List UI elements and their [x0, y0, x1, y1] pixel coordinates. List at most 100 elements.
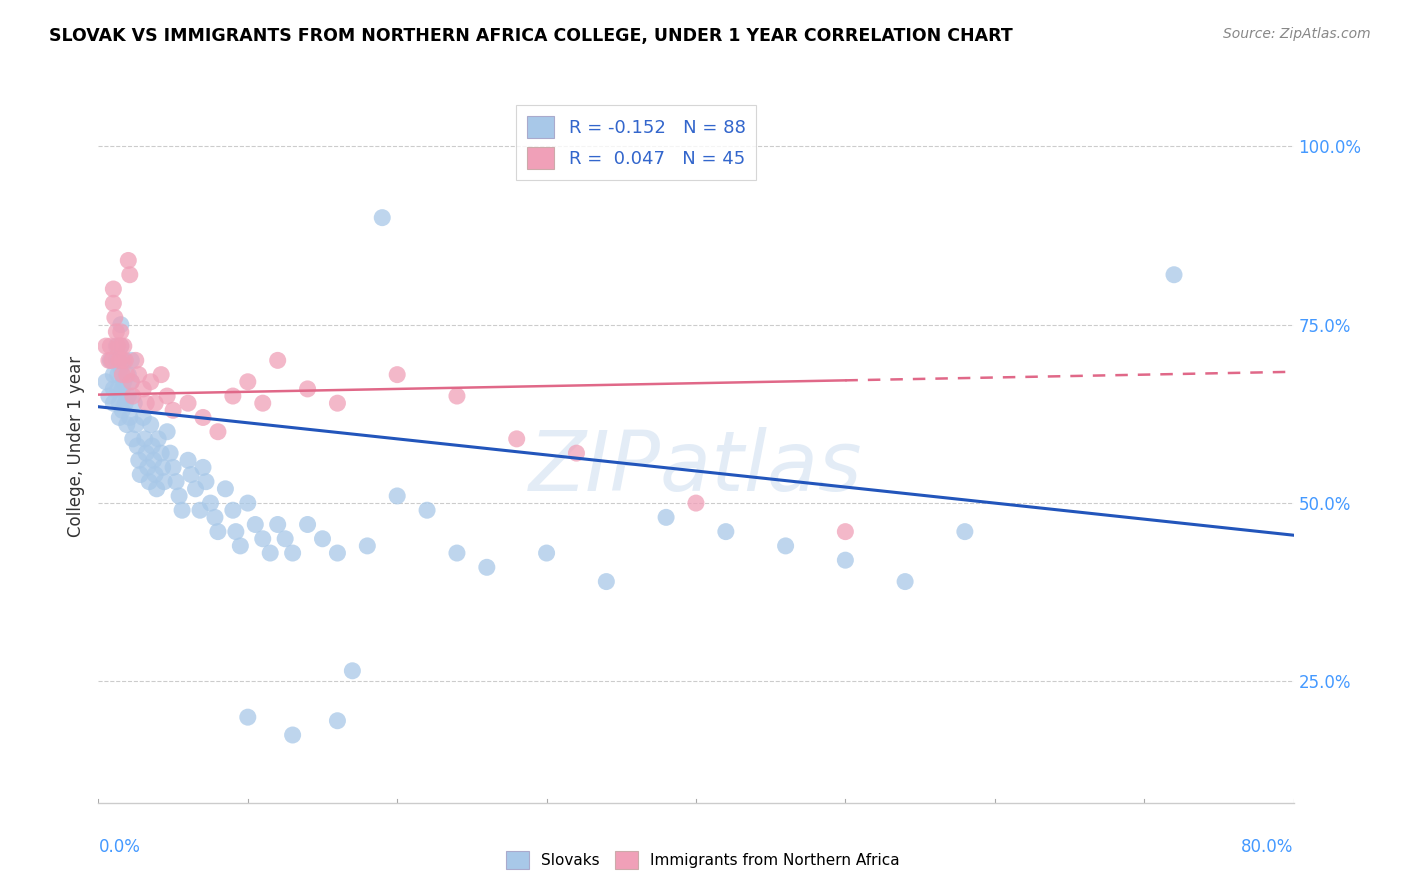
Point — [775, 539, 797, 553]
Point — [128, 368, 150, 382]
Point — [103, 382, 125, 396]
Point — [135, 396, 157, 410]
Point — [834, 524, 856, 539]
Point — [714, 524, 737, 539]
Point — [167, 489, 190, 503]
Point — [214, 482, 236, 496]
Point — [103, 296, 125, 310]
Point — [114, 396, 136, 410]
Point — [191, 410, 214, 425]
Point — [655, 510, 678, 524]
Point — [108, 353, 131, 368]
Point — [252, 396, 274, 410]
Point — [475, 560, 498, 574]
Point — [207, 425, 229, 439]
Point — [150, 368, 173, 382]
Point — [141, 439, 163, 453]
Point — [142, 453, 165, 467]
Point — [953, 524, 976, 539]
Point — [180, 467, 202, 482]
Point — [834, 553, 856, 567]
Legend: Slovaks, Immigrants from Northern Africa: Slovaks, Immigrants from Northern Africa — [501, 845, 905, 875]
Point — [565, 446, 588, 460]
Point — [98, 353, 122, 368]
Point — [107, 382, 129, 396]
Point — [110, 360, 132, 375]
Text: SLOVAK VS IMMIGRANTS FROM NORTHERN AFRICA COLLEGE, UNDER 1 YEAR CORRELATION CHAR: SLOVAK VS IMMIGRANTS FROM NORTHERN AFRIC… — [49, 27, 1012, 45]
Point — [143, 396, 166, 410]
Point — [156, 389, 179, 403]
Point — [326, 714, 349, 728]
Point — [103, 396, 125, 410]
Point — [121, 389, 143, 403]
Point — [108, 410, 131, 425]
Point — [1163, 268, 1185, 282]
Point — [371, 211, 394, 225]
Point — [159, 446, 181, 460]
Point — [98, 339, 122, 353]
Point — [595, 574, 617, 589]
Point — [446, 546, 468, 560]
Point — [101, 353, 124, 368]
Point — [124, 396, 146, 410]
Point — [385, 489, 409, 503]
Point — [222, 503, 245, 517]
Point — [120, 375, 142, 389]
Point — [104, 310, 127, 325]
Point — [267, 353, 290, 368]
Point — [162, 403, 184, 417]
Point — [111, 353, 134, 368]
Point — [125, 353, 148, 368]
Point — [110, 339, 132, 353]
Point — [236, 375, 259, 389]
Point — [225, 524, 247, 539]
Point — [117, 389, 139, 403]
Point — [685, 496, 707, 510]
Point — [177, 396, 200, 410]
Point — [207, 524, 229, 539]
Point — [136, 460, 159, 475]
Y-axis label: College, Under 1 year: College, Under 1 year — [66, 355, 84, 537]
Point — [94, 375, 117, 389]
Point — [326, 546, 349, 560]
Point — [132, 382, 155, 396]
Point — [894, 574, 917, 589]
Point — [94, 339, 117, 353]
Point — [342, 664, 364, 678]
Point — [191, 460, 214, 475]
Point — [177, 453, 200, 467]
Point — [416, 503, 439, 517]
Point — [236, 710, 259, 724]
Point — [103, 368, 125, 382]
Point — [103, 282, 125, 296]
Point — [107, 368, 129, 382]
Point — [188, 503, 211, 517]
Point — [139, 417, 162, 432]
Point — [297, 517, 319, 532]
Point — [165, 475, 187, 489]
Text: Source: ZipAtlas.com: Source: ZipAtlas.com — [1223, 27, 1371, 41]
Point — [156, 425, 179, 439]
Legend: R = -0.152   N = 88, R =  0.047   N = 45: R = -0.152 N = 88, R = 0.047 N = 45 — [516, 105, 756, 180]
Point — [236, 496, 259, 510]
Point — [138, 475, 160, 489]
Point — [506, 432, 529, 446]
Point — [252, 532, 274, 546]
Point — [108, 396, 131, 410]
Point — [115, 417, 138, 432]
Point — [536, 546, 558, 560]
Point — [135, 446, 157, 460]
Point — [107, 339, 129, 353]
Point — [385, 368, 409, 382]
Point — [259, 546, 281, 560]
Point — [111, 368, 134, 382]
Point — [105, 339, 128, 353]
Point — [125, 417, 148, 432]
Point — [128, 453, 150, 467]
Point — [148, 432, 170, 446]
Point — [112, 375, 135, 389]
Point — [117, 253, 139, 268]
Point — [139, 375, 162, 389]
Point — [115, 368, 138, 382]
Point — [326, 396, 349, 410]
